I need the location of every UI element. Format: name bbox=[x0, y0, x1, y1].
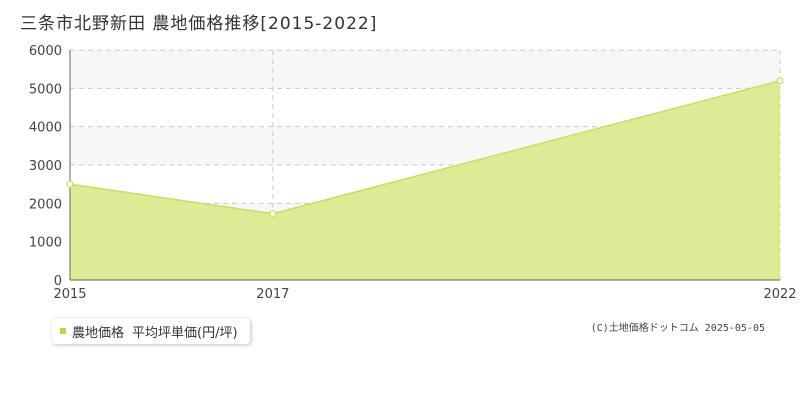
legend-swatch-icon bbox=[60, 328, 66, 334]
y-tick-label: 0 bbox=[54, 274, 62, 289]
legend-measure-label: 平均坪単価(円/坪) bbox=[132, 325, 238, 341]
data-point bbox=[66, 180, 74, 188]
y-tick-label: 1000 bbox=[29, 236, 62, 251]
y-tick-label: 2000 bbox=[29, 197, 62, 212]
x-tick-label: 2017 bbox=[256, 287, 289, 302]
series-area bbox=[70, 80, 780, 281]
y-tick-label: 5000 bbox=[29, 82, 62, 97]
legend-series-label: 農地価格 bbox=[72, 325, 125, 341]
chart-title: 三条市北野新田 農地価格推移[2015-2022] bbox=[20, 14, 378, 34]
y-tick-label: 4000 bbox=[29, 121, 62, 136]
credit-text: (C)土地価格ドットコム 2025-05-05 bbox=[590, 323, 765, 334]
data-point bbox=[269, 210, 277, 218]
plot-band bbox=[70, 50, 780, 89]
chart-legend: 農地価格 平均坪単価(円/坪) bbox=[52, 318, 250, 344]
y-tick-label: 3000 bbox=[29, 159, 62, 174]
x-tick-label: 2015 bbox=[53, 287, 86, 302]
y-tick-label: 6000 bbox=[29, 44, 62, 59]
data-point bbox=[776, 77, 784, 85]
x-tick-label: 2022 bbox=[763, 287, 796, 302]
